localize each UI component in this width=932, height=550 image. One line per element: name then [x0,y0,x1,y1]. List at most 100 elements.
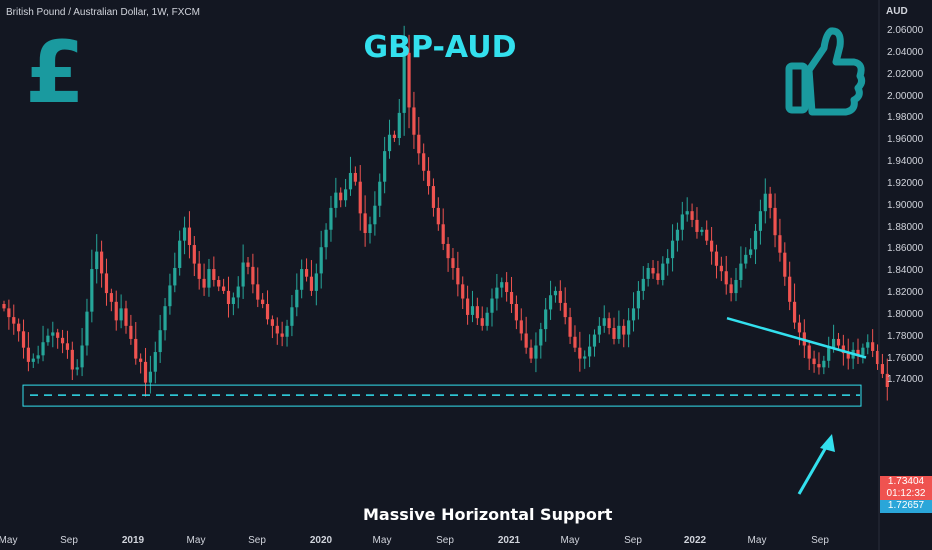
price-tick-label: 1.76000 [887,352,924,364]
candle-body [710,240,714,252]
candle-body [75,367,79,370]
candle-body [387,134,392,152]
candle-body [431,186,436,208]
candle-body [534,345,538,359]
candle-body [441,224,445,244]
candle-body [792,301,797,323]
pound-sign-icon: £ [25,23,85,123]
currency-label: AUD [886,6,908,17]
candle-body [285,325,289,337]
support-price-tag: 1.72657 [880,500,932,513]
candle-body [231,297,235,304]
candle-body [871,342,875,351]
candle-body [524,333,528,348]
candle-body [451,258,455,268]
candle-body [631,308,636,321]
candle-body [314,273,318,291]
candle-body [426,170,431,187]
candle-body [236,286,240,298]
candle-body [363,213,367,234]
candle-body [690,211,694,220]
candle-body [675,229,680,241]
candle-body [12,317,16,324]
time-tick-label: 2022 [683,535,707,546]
candle-body [212,269,216,280]
candle-body [168,285,172,307]
candle-body [70,349,74,370]
candle-body [739,263,743,280]
candle-body [836,338,841,346]
price-tick-label: 1.78000 [887,330,924,342]
candle-body [509,291,514,304]
candle-body [60,337,65,344]
candle-body [21,331,26,348]
candle-body [651,267,655,274]
candle-body [129,325,133,339]
candle-body [597,325,601,335]
candle-body [827,347,831,361]
candle-body [719,265,723,272]
candle-body [65,343,70,350]
time-tick-label: 2020 [309,535,333,546]
time-tick-label: May [0,535,18,546]
candle-body [607,318,611,329]
candle-body [265,304,270,320]
candle-body [788,276,792,302]
candle-body [26,347,30,362]
candle-body [329,207,333,230]
price-tick-label: 2.00000 [887,90,924,102]
candle-body [627,320,631,335]
price-tick-label: 1.82000 [887,287,924,299]
time-tick-label: Sep [811,535,829,546]
candles-layer [2,25,889,401]
candle-body [734,279,738,294]
candle-body [119,308,123,321]
price-tick-label: 1.84000 [887,265,924,277]
time-tick-label: 2021 [497,535,521,546]
price-tick-label: 1.90000 [887,199,924,211]
candle-body [304,269,309,277]
candle-body [514,304,518,321]
time-tick-label: Sep [60,535,78,546]
candle-body [500,282,504,288]
candle-body [383,151,387,182]
candle-body [729,284,733,294]
candle-body [290,307,294,326]
candle-body [563,302,567,318]
candle-body [661,263,665,280]
price-tick-label: 1.98000 [887,112,924,124]
candle-body [841,345,845,354]
candle-body [246,262,250,267]
candle-body [173,267,177,286]
candle-body [109,293,113,302]
candle-body [822,360,826,368]
price-tick-label: 1.86000 [887,243,924,255]
candle-body [568,317,572,337]
candle-body [31,358,35,362]
price-tick-label: 1.96000 [887,134,924,146]
candle-body [485,312,489,326]
candle-body [446,243,450,259]
candle-body [817,364,821,368]
candle-body [353,172,357,182]
time-tick-label: May [560,535,580,546]
thumbs-up-icon [785,27,866,116]
time-tick-label: Sep [436,535,454,546]
candle-body [617,325,621,339]
countdown-tag: 01:12:32 [880,488,932,500]
candle-body [553,290,558,296]
candle-body [866,342,870,348]
candle-body [2,304,6,309]
price-tick-label: 2.06000 [887,25,924,36]
candle-body [300,269,304,290]
candle-body [548,295,553,310]
candle-body [270,319,274,326]
candle-body [373,205,377,225]
candle-body [622,325,626,335]
current-price-tag: 1.73404 [880,476,932,488]
chart-title: GBP-AUD [363,30,517,65]
candle-body [588,346,592,357]
candle-body [80,345,84,368]
candle-body [422,153,426,171]
